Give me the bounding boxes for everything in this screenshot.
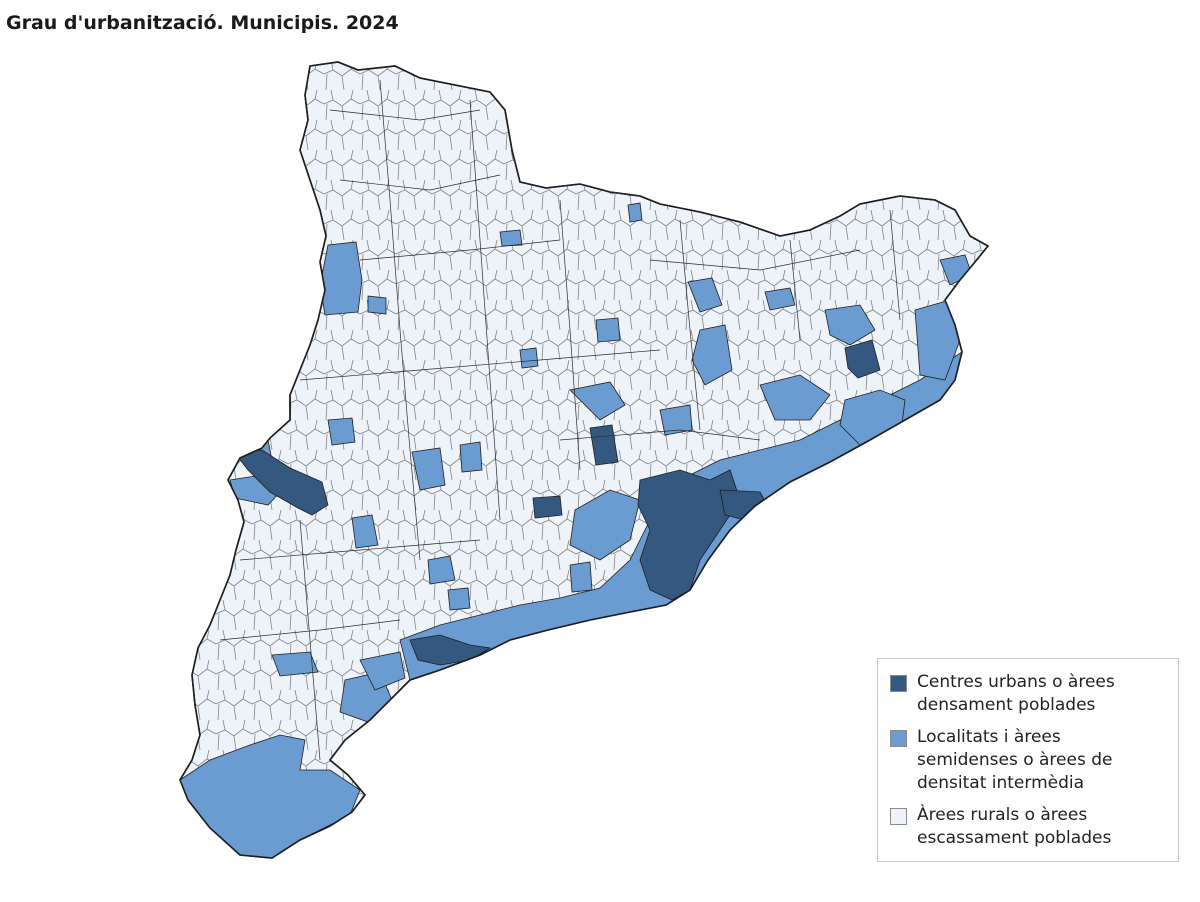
intermediate-zone (824, 304, 876, 346)
page-title: Grau d'urbanització. Municipis. 2024 (6, 12, 399, 34)
intermediate-zone (411, 447, 446, 491)
legend-swatch-rural (890, 808, 907, 825)
intermediate-zone (319, 241, 363, 316)
legend-label: Àrees rurals o àrees escassament poblade… (917, 805, 1112, 848)
intermediate-zone (359, 651, 406, 691)
intermediate-zone (519, 347, 539, 369)
legend-item-urban: Centres urbans o àrees densament poblade… (890, 671, 1168, 717)
map-legend: Centres urbans o àrees densament poblade… (877, 658, 1179, 862)
intermediate-zone (459, 441, 483, 473)
intermediate-zone (367, 295, 387, 315)
intermediate-zone (764, 287, 796, 311)
intermediate-zone (569, 561, 593, 593)
intermediate-zone (627, 202, 643, 223)
intermediate-zone (447, 587, 471, 611)
intermediate-zone (569, 489, 641, 561)
intermediate-zone (759, 374, 831, 421)
urban-zone (844, 339, 881, 379)
intermediate-zone (691, 324, 733, 386)
intermediate-zone (595, 317, 621, 343)
legend-label: Centres urbans o àrees densament poblade… (917, 672, 1115, 715)
intermediate-zone (499, 229, 523, 247)
legend-label: Localitats i àrees semidenses o àrees de… (917, 727, 1113, 793)
intermediate-zone (659, 404, 693, 436)
intermediate-zone (351, 514, 379, 549)
intermediate-zone (569, 381, 626, 421)
legend-item-rural: Àrees rurals o àrees escassament poblade… (890, 804, 1168, 850)
urban-zone (233, 449, 329, 516)
legend-swatch-urban (890, 675, 907, 692)
urban-zone (637, 469, 741, 601)
intermediate-zone (327, 417, 356, 446)
legend-swatch-intermediate (890, 730, 907, 747)
intermediate-zone (687, 277, 723, 313)
intermediate-zone (271, 651, 319, 677)
legend-item-intermediate: Localitats i àrees semidenses o àrees de… (890, 726, 1168, 795)
catalonia-map (179, 61, 989, 859)
intermediate-zone (914, 299, 961, 381)
intermediate-zone (427, 555, 456, 585)
urban-zone (532, 495, 563, 519)
urban-zone (409, 634, 492, 666)
urban-zone (589, 424, 619, 466)
